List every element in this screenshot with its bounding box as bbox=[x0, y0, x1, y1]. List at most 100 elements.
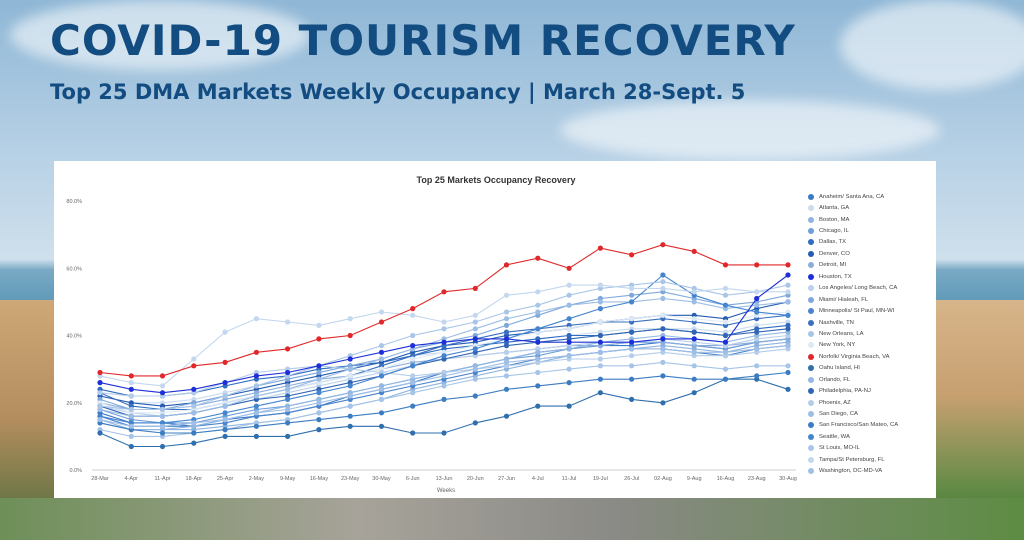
data-point bbox=[97, 403, 103, 409]
data-point bbox=[660, 272, 666, 278]
x-tick-label: 11-Jul bbox=[562, 476, 577, 482]
legend-item[interactable]: Atlanta, GA bbox=[808, 202, 934, 213]
data-point bbox=[128, 433, 134, 439]
legend-label: New Orleans, LA bbox=[819, 330, 864, 337]
data-point bbox=[159, 423, 166, 429]
data-point bbox=[691, 363, 697, 369]
series-norfolk-virginia-beach-va bbox=[97, 242, 791, 379]
data-point bbox=[378, 309, 385, 315]
legend-marker bbox=[808, 388, 814, 395]
data-point bbox=[191, 356, 197, 362]
background-cloud bbox=[10, 0, 310, 70]
legend-label: Anaheim/ Santa Ana, CA bbox=[819, 193, 885, 200]
legend-item[interactable]: Dallas, TX bbox=[808, 237, 934, 248]
data-point bbox=[503, 359, 510, 365]
data-point bbox=[253, 423, 259, 429]
data-point bbox=[566, 326, 572, 332]
data-point bbox=[222, 410, 228, 416]
legend-label: San Francisco/San Mateo, CA bbox=[819, 422, 899, 429]
legend-marker bbox=[808, 228, 814, 235]
data-point bbox=[253, 373, 259, 379]
data-point bbox=[722, 349, 729, 355]
data-point bbox=[128, 380, 134, 386]
legend-marker bbox=[808, 193, 814, 200]
data-point bbox=[785, 369, 791, 376]
data-point bbox=[222, 329, 228, 335]
data-point bbox=[441, 319, 447, 325]
data-point bbox=[629, 299, 635, 305]
legend-item[interactable]: Boston, MA bbox=[808, 214, 934, 225]
data-point bbox=[316, 410, 322, 416]
legend-marker bbox=[808, 308, 814, 315]
legend-item[interactable]: Orlando, FL bbox=[808, 374, 934, 385]
legend-item[interactable]: Denver, CO bbox=[808, 248, 934, 259]
legend-label: Houston, TX bbox=[819, 273, 852, 280]
legend-item[interactable]: Anaheim/ Santa Ana, CA bbox=[808, 191, 934, 202]
series-oahu-island-hi bbox=[97, 376, 791, 450]
data-point bbox=[566, 302, 572, 308]
data-point bbox=[410, 343, 416, 349]
data-point bbox=[629, 316, 635, 322]
legend-item[interactable]: Philadelphia, PA-NJ bbox=[808, 385, 934, 396]
data-point bbox=[597, 245, 604, 251]
data-point bbox=[285, 396, 291, 402]
data-point bbox=[441, 289, 447, 295]
legend-item[interactable]: New Orleans, LA bbox=[808, 328, 934, 339]
data-point bbox=[441, 373, 447, 379]
data-point bbox=[785, 262, 791, 268]
legend-label: Detroit, MI bbox=[819, 262, 847, 269]
legend-item[interactable]: Chicago, IL bbox=[808, 225, 934, 236]
legend-item[interactable]: Nashville, TN bbox=[808, 317, 934, 328]
legend-item[interactable]: Washington, DC-MD-VA bbox=[808, 466, 934, 477]
data-point bbox=[472, 346, 478, 352]
data-point bbox=[660, 242, 666, 248]
legend-label: San Diego, CA bbox=[819, 411, 858, 418]
legend-marker bbox=[808, 262, 814, 269]
data-point bbox=[128, 373, 134, 379]
data-point bbox=[503, 322, 510, 328]
data-point bbox=[597, 356, 604, 362]
data-point bbox=[410, 356, 416, 362]
legend-item[interactable]: Norfolk/ Virginia Beach, VA bbox=[808, 351, 934, 362]
data-point bbox=[128, 386, 134, 392]
data-point bbox=[410, 306, 416, 312]
data-point bbox=[441, 353, 447, 359]
series-layer bbox=[97, 242, 791, 450]
data-point bbox=[785, 289, 791, 295]
data-point bbox=[285, 319, 291, 325]
data-point bbox=[128, 406, 134, 413]
data-point bbox=[472, 326, 478, 332]
legend-item[interactable]: Los Angeles/ Long Beach, CA bbox=[808, 283, 934, 294]
data-point bbox=[629, 285, 635, 291]
series-atlanta-ga bbox=[97, 319, 791, 406]
legend-item[interactable]: Tampa/St Petersburg, FL bbox=[808, 454, 934, 465]
data-point bbox=[128, 393, 134, 399]
legend-marker bbox=[808, 285, 814, 292]
data-point bbox=[97, 417, 103, 423]
legend-item[interactable]: New York, NY bbox=[808, 340, 934, 351]
legend-item[interactable]: Oahu Island, HI bbox=[808, 363, 934, 374]
legend-item[interactable]: Minneapolis/ St Paul, MN-WI bbox=[808, 305, 934, 316]
legend-item[interactable]: St Louis, MO-IL bbox=[808, 443, 934, 454]
legend-item[interactable]: Phoenix, AZ bbox=[808, 397, 934, 408]
data-point bbox=[660, 326, 666, 332]
legend-item[interactable]: San Diego, CA bbox=[808, 408, 934, 419]
data-point bbox=[660, 373, 666, 379]
legend-item[interactable]: Detroit, MI bbox=[808, 260, 934, 271]
data-point bbox=[347, 393, 353, 399]
data-point bbox=[441, 383, 447, 389]
data-point bbox=[503, 413, 510, 419]
legend-item[interactable]: Seattle, WA bbox=[808, 431, 934, 442]
legend-item[interactable]: San Francisco/San Mateo, CA bbox=[808, 420, 934, 431]
x-tick-label: 19-Jul bbox=[593, 476, 608, 482]
x-tick-label: 23-Aug bbox=[748, 476, 766, 482]
x-tick-label: 13-Jun bbox=[436, 476, 453, 482]
legend-marker bbox=[808, 296, 814, 303]
data-point bbox=[191, 440, 197, 446]
legend-item[interactable]: Houston, TX bbox=[808, 271, 934, 282]
data-point bbox=[785, 363, 791, 369]
legend-label: St Louis, MO-IL bbox=[819, 445, 860, 452]
legend-item[interactable]: Miami/ Hialeah, FL bbox=[808, 294, 934, 305]
legend-label: Oahu Island, HI bbox=[819, 365, 860, 372]
legend-label: Boston, MA bbox=[819, 216, 850, 223]
